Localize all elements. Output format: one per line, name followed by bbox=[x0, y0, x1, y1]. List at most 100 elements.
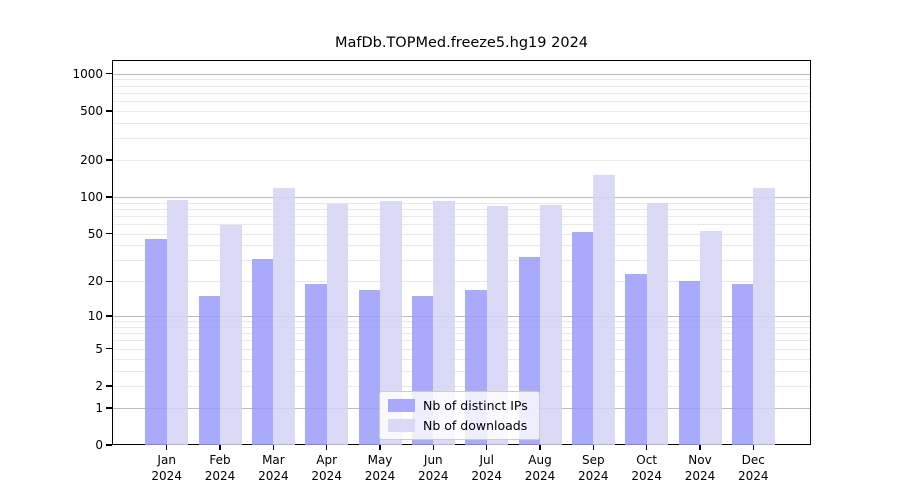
x-tick-label-jan: Jan 2024 bbox=[151, 453, 182, 483]
gridline bbox=[113, 333, 810, 335]
bar-downloads-sep bbox=[593, 175, 615, 445]
y-tick-mark bbox=[106, 280, 112, 283]
y-tick-mark bbox=[106, 315, 112, 317]
gridline bbox=[113, 358, 810, 360]
y-tick-label: 200 bbox=[80, 153, 103, 167]
y-tick-label: 100 bbox=[80, 190, 103, 204]
gridline bbox=[113, 224, 810, 226]
x-tick-label-mar: Mar 2024 bbox=[258, 453, 289, 483]
x-tick-mark bbox=[219, 445, 221, 450]
legend-entry-downloads: Nb of downloads bbox=[388, 418, 528, 433]
bar-downloads-jul bbox=[486, 206, 509, 445]
gridline bbox=[113, 202, 810, 204]
x-tick-mark bbox=[272, 445, 275, 450]
bar-ips-sep bbox=[571, 231, 594, 445]
x-tick-mark bbox=[165, 445, 168, 450]
bar-downloads-feb bbox=[220, 224, 242, 445]
gridline bbox=[113, 348, 810, 350]
gridline bbox=[113, 160, 810, 161]
x-tick-label-feb: Feb 2024 bbox=[204, 453, 236, 483]
gridline bbox=[113, 92, 810, 94]
bar-ips-feb bbox=[198, 296, 220, 445]
x-tick-label-may: May 2024 bbox=[364, 453, 396, 483]
gridline bbox=[113, 281, 810, 283]
y-tick-mark bbox=[106, 196, 112, 198]
y-tick-mark bbox=[106, 347, 112, 350]
y-tick-mark bbox=[106, 159, 112, 161]
y-tick-mark bbox=[106, 232, 112, 235]
bar-downloads-aug bbox=[540, 205, 562, 445]
gridline bbox=[113, 101, 810, 103]
gridline bbox=[113, 233, 810, 235]
gridline bbox=[113, 370, 810, 372]
bar-downloads-jan bbox=[166, 200, 189, 445]
x-tick-mark bbox=[379, 445, 381, 450]
y-tick-label: 0 bbox=[95, 438, 103, 452]
bar-ips-may bbox=[358, 289, 380, 445]
y-tick-label: 50 bbox=[87, 226, 103, 241]
legend-swatch-distinct-ips bbox=[388, 399, 415, 412]
bar-ips-jan bbox=[145, 239, 167, 445]
gridline bbox=[113, 138, 810, 140]
gridline bbox=[113, 85, 810, 87]
gridline bbox=[113, 122, 810, 124]
y-tick-mark bbox=[106, 407, 112, 409]
bar-ips-mar bbox=[251, 258, 274, 445]
x-tick-label-sep: Sep 2024 bbox=[578, 453, 609, 483]
y-tick-label: 5 bbox=[95, 341, 103, 356]
x-tick-label-nov: Nov 2024 bbox=[684, 453, 716, 483]
gridline bbox=[113, 260, 810, 262]
gridline bbox=[113, 79, 810, 81]
y-tick-label: 2 bbox=[95, 379, 103, 393]
x-tick-mark bbox=[432, 445, 435, 450]
y-tick-label: 1000 bbox=[72, 66, 103, 81]
bar-downloads-may bbox=[380, 200, 402, 445]
gridline bbox=[113, 340, 810, 342]
gridline bbox=[113, 73, 810, 75]
gridline bbox=[113, 245, 810, 247]
x-tick-label-jun: Jun 2024 bbox=[418, 453, 449, 483]
x-tick-label-jul: Jul 2024 bbox=[471, 453, 502, 483]
legend-entry-distinct-ips: Nb of distinct IPs bbox=[388, 398, 528, 413]
legend-label-distinct-ips: Nb of distinct IPs bbox=[423, 398, 528, 413]
gridline bbox=[113, 316, 810, 318]
bar-downloads-dec bbox=[753, 187, 775, 445]
y-tick-label: 500 bbox=[80, 103, 103, 118]
x-tick-mark bbox=[752, 445, 755, 450]
x-tick-mark bbox=[645, 445, 648, 450]
bar-downloads-mar bbox=[273, 188, 295, 445]
bar-downloads-jun bbox=[433, 201, 455, 445]
gridline bbox=[113, 386, 810, 387]
x-tick-mark bbox=[485, 445, 488, 450]
gridline bbox=[113, 110, 810, 112]
x-tick-label-oct: Oct 2024 bbox=[631, 453, 662, 483]
x-tick-mark bbox=[539, 445, 541, 450]
legend-swatch-downloads bbox=[388, 419, 415, 432]
bar-ips-apr bbox=[305, 284, 327, 445]
bar-downloads-apr bbox=[326, 203, 349, 445]
gridline bbox=[113, 208, 810, 210]
legend: Nb of distinct IPs Nb of downloads bbox=[379, 391, 540, 440]
y-tick-mark bbox=[106, 110, 112, 112]
gridline bbox=[113, 321, 810, 323]
x-tick-label-apr: Apr 2024 bbox=[311, 453, 342, 483]
x-tick-label-dec: Dec 2024 bbox=[738, 453, 769, 483]
x-tick-mark bbox=[592, 445, 595, 450]
bar-ips-dec bbox=[731, 284, 754, 445]
x-tick-label-aug: Aug 2024 bbox=[524, 453, 556, 483]
bar-downloads-oct bbox=[646, 203, 669, 445]
gridline bbox=[113, 326, 810, 328]
y-tick-mark bbox=[106, 385, 112, 387]
x-tick-mark bbox=[325, 445, 328, 450]
chart-title: MafDb.TOPMed.freeze5.hg19 2024 bbox=[334, 35, 589, 51]
y-tick-label: 20 bbox=[87, 274, 103, 289]
x-tick-mark bbox=[699, 445, 701, 450]
y-tick-label: 10 bbox=[87, 309, 103, 324]
y-tick-mark bbox=[106, 444, 112, 446]
bar-ips-oct bbox=[625, 274, 647, 445]
gridline bbox=[113, 215, 810, 217]
bar-downloads-nov bbox=[700, 230, 722, 445]
legend-label-downloads: Nb of downloads bbox=[423, 418, 528, 433]
y-tick-label: 1 bbox=[95, 400, 103, 415]
